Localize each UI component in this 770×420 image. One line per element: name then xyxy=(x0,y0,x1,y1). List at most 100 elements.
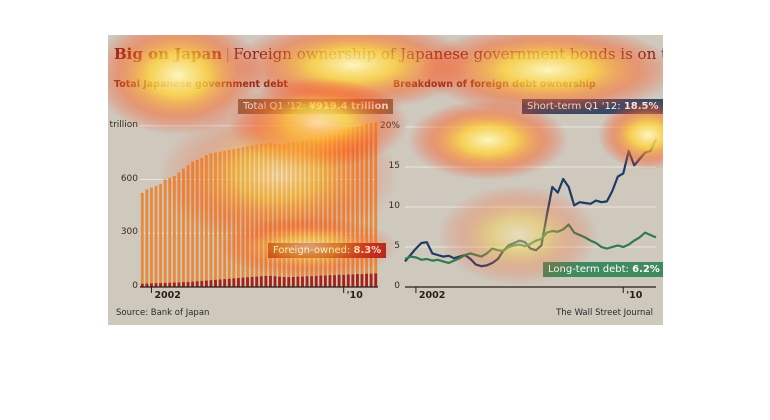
total-debt-bar xyxy=(163,179,167,287)
total-debt-bar xyxy=(154,185,158,287)
total-debt-bar xyxy=(278,144,282,287)
total-debt-bar xyxy=(241,147,245,287)
right-x-tick-label: 2002 xyxy=(418,290,446,301)
total-debt-bar xyxy=(273,143,277,287)
foreign-owned-bar xyxy=(154,283,158,287)
total-debt-bar xyxy=(351,127,355,288)
foreign-owned-bar xyxy=(250,276,254,287)
long-term-callout-value: 6.2% xyxy=(632,264,660,275)
total-debt-bar xyxy=(186,165,190,287)
total-debt-bar xyxy=(360,125,364,287)
total-debt-callout-text: Total Q1 '12: xyxy=(243,101,309,112)
foreign-owned-bar xyxy=(172,282,176,287)
total-debt-callout-value: ¥919.4 trillion xyxy=(308,101,389,112)
foreign-owned-bar xyxy=(186,281,190,287)
foreign-owned-callout-text: Foreign-owned: xyxy=(273,245,354,256)
total-debt-bar xyxy=(145,189,149,287)
long-term-callout-text: Long-term debt: xyxy=(548,264,633,275)
right-y-tick-label: 20% xyxy=(379,121,400,131)
total-debt-bar xyxy=(365,123,368,287)
total-debt-bar xyxy=(301,140,304,287)
total-debt-bar xyxy=(314,138,318,287)
total-debt-bar xyxy=(191,161,195,287)
long-term-callout: Long-term debt: 6.2% xyxy=(543,262,663,277)
short-term-callout-text: Short-term Q1 '12: xyxy=(527,101,624,112)
right-y-tick-label: 10 xyxy=(388,201,400,211)
total-debt-bar xyxy=(333,132,336,287)
foreign-owned-bar xyxy=(177,282,181,287)
total-debt-bar xyxy=(269,142,272,287)
foreign-owned-bar xyxy=(214,279,217,287)
foreign-owned-bar xyxy=(337,274,341,287)
foreign-owned-bar xyxy=(346,274,350,287)
foreign-owned-bar xyxy=(236,278,240,287)
foreign-owned-bar xyxy=(145,283,149,287)
foreign-owned-bar xyxy=(168,282,172,287)
total-debt-bar xyxy=(250,145,254,287)
foreign-owned-bar xyxy=(314,275,318,287)
total-debt-bar xyxy=(236,148,240,287)
foreign-owned-bar xyxy=(259,276,263,287)
right-y-tick-label: 0 xyxy=(394,281,400,291)
foreign-owned-bar xyxy=(374,273,378,287)
total-debt-bar xyxy=(305,140,309,287)
left-x-tick-label: '10 xyxy=(346,290,363,301)
total-debt-bar xyxy=(182,168,185,287)
foreign-owned-bar xyxy=(191,281,195,287)
foreign-owned-bar xyxy=(355,274,359,287)
total-debt-bar xyxy=(346,128,350,287)
foreign-owned-bar xyxy=(319,275,323,287)
foreign-owned-bar xyxy=(246,277,249,287)
total-debt-bar xyxy=(342,129,346,287)
total-debt-bar xyxy=(282,143,286,287)
total-debt-bar xyxy=(204,155,208,287)
short-term-callout: Short-term Q1 '12: 18.5% xyxy=(522,99,663,114)
total-debt-bar xyxy=(223,150,227,287)
total-debt-bar xyxy=(246,146,249,287)
foreign-owned-bar xyxy=(287,277,291,287)
foreign-owned-bar xyxy=(204,280,208,287)
foreign-owned-bar xyxy=(163,282,167,287)
total-debt-bar xyxy=(218,151,222,287)
foreign-owned-callout: Foreign-owned: 8.3% xyxy=(268,243,387,258)
foreign-owned-bar xyxy=(159,283,163,287)
publisher-credit: The Wall Street Journal xyxy=(556,308,653,318)
foreign-owned-bar xyxy=(342,274,346,287)
total-debt-bar xyxy=(172,175,176,287)
foreign-owned-bar xyxy=(209,280,213,287)
foreign-owned-bar xyxy=(227,278,231,287)
total-debt-bar xyxy=(232,149,236,287)
total-debt-bar xyxy=(259,143,263,287)
foreign-owned-bar xyxy=(369,273,373,287)
left-x-tick-label: 2002 xyxy=(154,290,181,301)
total-debt-bar xyxy=(319,136,323,287)
foreign-owned-bar xyxy=(282,276,286,287)
foreign-owned-bar xyxy=(323,275,327,287)
foreign-owned-bar xyxy=(291,276,295,287)
foreign-owned-bar xyxy=(333,275,336,287)
foreign-owned-bar xyxy=(140,283,144,287)
total-debt-callout: Total Q1 '12: ¥919.4 trillion xyxy=(238,99,394,114)
total-debt-bar xyxy=(264,143,268,287)
total-debt-bar xyxy=(296,141,300,287)
foreign-owned-bar xyxy=(255,276,259,287)
foreign-owned-bar xyxy=(278,276,282,287)
foreign-owned-bar xyxy=(241,277,245,287)
left-y-tick-label: ¥900 trillion xyxy=(108,119,138,130)
foreign-owned-bar xyxy=(182,282,185,287)
total-debt-bar xyxy=(291,141,295,287)
total-debt-bar xyxy=(227,149,231,287)
total-debt-bar xyxy=(287,142,291,287)
left-y-tick-label: 300 xyxy=(120,227,138,238)
total-debt-bar xyxy=(255,144,259,287)
total-debt-bar xyxy=(150,187,153,287)
foreign-owned-bar xyxy=(328,275,332,287)
foreign-owned-bar xyxy=(273,276,277,287)
foreign-owned-bar xyxy=(232,278,236,287)
total-debt-bar xyxy=(159,183,163,287)
short-term-callout-value: 18.5% xyxy=(623,101,659,112)
total-debt-bar xyxy=(177,172,181,287)
total-debt-bar xyxy=(214,152,217,287)
foreign-owned-bar xyxy=(365,273,368,287)
source-note: Source: Bank of Japan xyxy=(116,308,210,318)
